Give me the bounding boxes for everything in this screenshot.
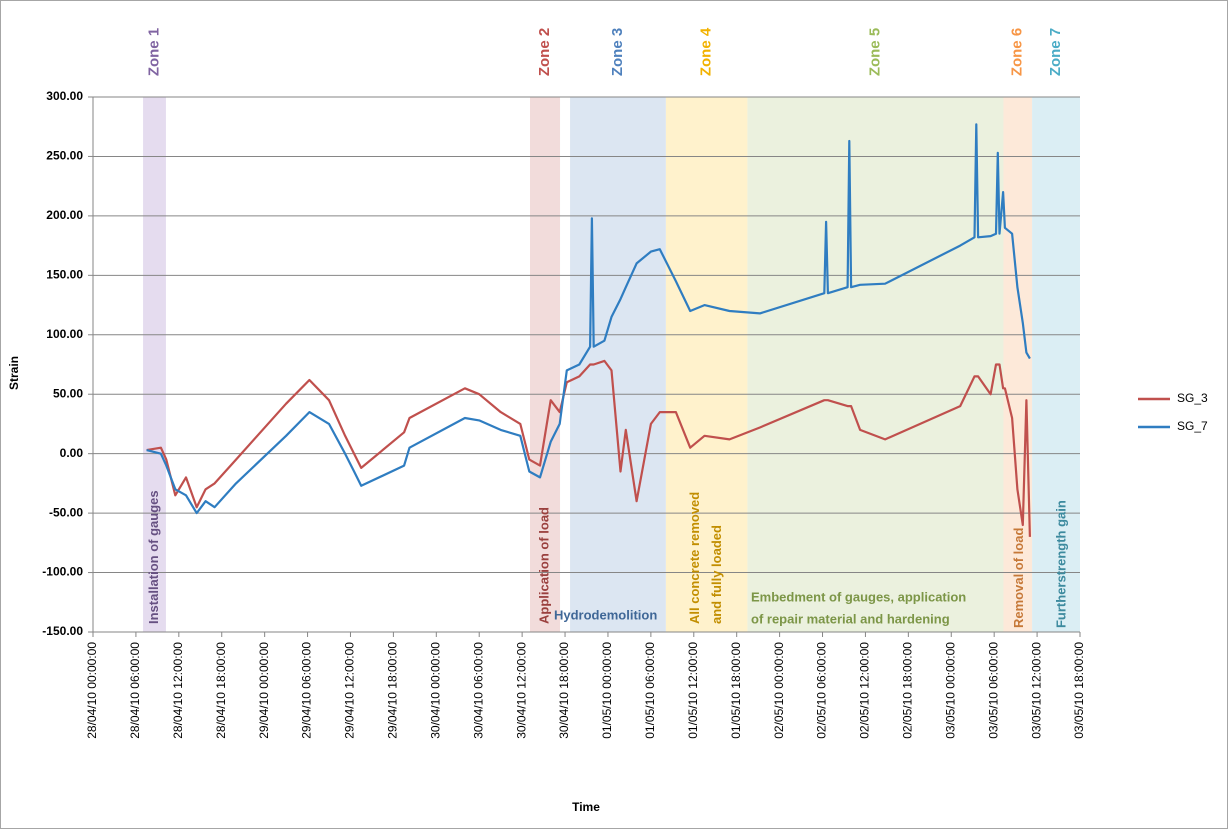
zone-annotation: Furtherstrength gain [1053, 500, 1068, 628]
x-tick-label: 03/05/10 00:00:00 [943, 642, 957, 739]
zone-annotation: Installation of gauges [146, 490, 161, 624]
x-tick-label: 03/05/10 18:00:00 [1072, 642, 1086, 739]
x-tick-label: 01/05/10 18:00:00 [729, 642, 743, 739]
x-tick-label: 30/04/10 06:00:00 [471, 642, 485, 739]
zone-annotation: of repair material and hardening [751, 611, 950, 626]
zone-annotation: Application of load [536, 507, 551, 624]
x-tick-label: 02/05/10 12:00:00 [858, 642, 872, 739]
legend-label: SG_3 [1177, 391, 1208, 405]
x-tick-label: 29/04/10 00:00:00 [257, 642, 271, 739]
y-tick-label: 50.00 [53, 386, 83, 400]
y-axis-title: Strain [7, 356, 21, 390]
x-tick-label: 02/05/10 18:00:00 [901, 642, 915, 739]
x-tick-label: 30/04/10 00:00:00 [428, 642, 442, 739]
zone-label: Zone 5 [866, 28, 883, 76]
x-tick-label: 30/04/10 18:00:00 [557, 642, 571, 739]
zone-annotation: and fully loaded [709, 525, 724, 624]
zone-label: Zone 2 [536, 28, 553, 76]
x-tick-label: 02/05/10 00:00:00 [772, 642, 786, 739]
x-tick-label: 29/04/10 12:00:00 [343, 642, 357, 739]
x-tick-label: 28/04/10 00:00:00 [85, 642, 99, 739]
x-tick-label: 02/05/10 06:00:00 [815, 642, 829, 739]
x-axis-title: Time [572, 800, 600, 814]
x-tick-label: 29/04/10 06:00:00 [300, 642, 314, 739]
zone-annotation: All concrete removed [687, 492, 702, 624]
x-tick-label: 30/04/10 12:00:00 [514, 642, 528, 739]
zone-band [529, 97, 561, 632]
zone-band [1032, 97, 1080, 632]
x-tick-label: 01/05/10 00:00:00 [600, 642, 614, 739]
grid [88, 96, 1081, 637]
legend-label: SG_7 [1177, 419, 1208, 433]
zone-label: Zone 6 [1009, 28, 1026, 76]
zone-annotation: Hydrodemolition [554, 607, 657, 622]
y-tick-label: 150.00 [46, 268, 83, 282]
zone-band [1003, 97, 1033, 632]
x-tick-label: 03/05/10 12:00:00 [1029, 642, 1043, 739]
zone-band [570, 97, 666, 632]
x-tick-label: 28/04/10 06:00:00 [128, 642, 142, 739]
zone-band [665, 97, 748, 632]
x-tick-label: 01/05/10 12:00:00 [686, 642, 700, 739]
x-tick-label: 28/04/10 12:00:00 [171, 642, 185, 739]
x-tick-label: 03/05/10 06:00:00 [986, 642, 1000, 739]
x-tick-label: 29/04/10 18:00:00 [386, 642, 400, 739]
y-tick-label: 300.00 [46, 89, 83, 103]
y-tick-label: 100.00 [46, 327, 83, 341]
y-tick-label: -50.00 [49, 505, 83, 519]
zone-annotation: Embedment of gauges, application [751, 589, 966, 604]
zone-label: Zone 1 [145, 28, 162, 76]
y-tick-label: -100.00 [42, 565, 83, 579]
zone-annotation: Removal of load [1011, 528, 1026, 628]
x-tick-label: 01/05/10 06:00:00 [643, 642, 657, 739]
plot [146, 123, 1031, 537]
series-line [146, 123, 1031, 515]
zone-label: Zone 4 [698, 27, 715, 76]
zone-band [747, 97, 1004, 632]
y-tick-label: 200.00 [46, 208, 83, 222]
series-line [146, 359, 1031, 537]
y-tick-label: 250.00 [46, 149, 83, 163]
y-tick-label: -150.00 [42, 624, 83, 638]
zone-label: Zone 3 [609, 28, 626, 76]
x-tick-label: 28/04/10 18:00:00 [214, 642, 228, 739]
zone-band [143, 97, 166, 632]
zone-label: Zone 7 [1047, 28, 1064, 76]
zones [143, 97, 1080, 632]
y-tick-label: 0.00 [60, 446, 84, 460]
